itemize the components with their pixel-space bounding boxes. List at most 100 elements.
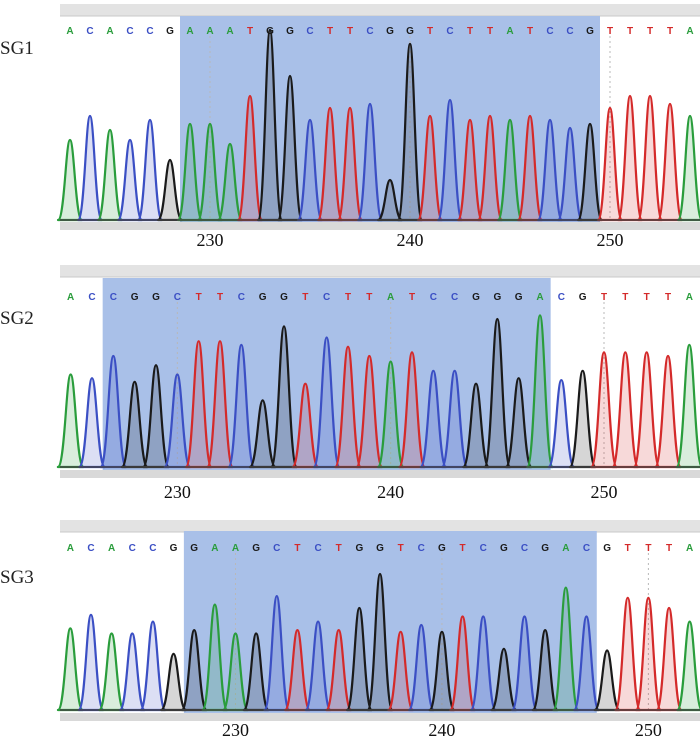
base-call: G — [406, 26, 414, 37]
base-call: C — [546, 26, 553, 37]
base-call: G — [280, 292, 288, 303]
base-call: C — [273, 543, 280, 554]
x-tick-label: 240 — [428, 720, 455, 740]
base-call: G — [472, 292, 480, 303]
peak-T — [236, 94, 264, 222]
base-call: C — [129, 543, 136, 554]
chromatogram-plot-sg1: A C A C C G A A A T G G C T T C G G T C T T A T C C G T T T T A 230 240 25… — [56, 4, 700, 250]
base-call: A — [506, 26, 513, 37]
peak-C — [536, 118, 564, 222]
peak-C — [139, 620, 167, 712]
peak-T — [416, 114, 444, 222]
base-call: A — [232, 543, 239, 554]
peak-C — [76, 114, 104, 222]
peak-G — [270, 325, 298, 469]
peak-T — [398, 351, 426, 469]
peak-A — [221, 632, 249, 712]
base-call: G — [170, 543, 178, 554]
chromatogram-plot-sg3: A C A C C G G A A G C T C T G G T C G T C G C G A C G T T T A 230 240 250 — [56, 520, 700, 740]
base-call: C — [88, 292, 95, 303]
base-call: A — [536, 292, 543, 303]
base-call: G — [376, 543, 384, 554]
peak-A — [675, 343, 700, 469]
base-call: G — [190, 543, 198, 554]
peak-T — [632, 351, 661, 469]
peak-G — [483, 317, 512, 469]
peak-T — [656, 102, 684, 222]
peak-C — [556, 126, 584, 222]
peak-G — [276, 74, 304, 222]
trace-header-bar — [60, 4, 700, 16]
peak-C — [116, 138, 144, 222]
peak-T — [456, 118, 484, 222]
sample-label-sg3: SG3 — [0, 567, 34, 588]
peak-A — [56, 627, 84, 712]
peak-G — [180, 629, 208, 712]
peak-A — [676, 114, 700, 222]
peak-T — [611, 351, 640, 469]
peak-C — [99, 354, 128, 469]
peak-G — [396, 42, 424, 222]
x-tick-label: 230 — [164, 482, 191, 502]
peak-T — [316, 106, 344, 222]
peak-C — [547, 378, 576, 469]
base-call: C — [110, 292, 117, 303]
base-call: C — [87, 543, 94, 554]
base-call: G — [266, 26, 274, 37]
base-call: T — [667, 26, 673, 37]
base-call: T — [627, 26, 633, 37]
base-call: T — [294, 543, 300, 554]
peak-G — [428, 630, 456, 712]
base-call: A — [108, 543, 115, 554]
base-call: G — [152, 292, 160, 303]
peak-C — [263, 595, 291, 712]
peak-A — [552, 586, 580, 712]
base-call: G — [500, 543, 508, 554]
x-tick-label: 230 — [197, 230, 224, 250]
base-call: A — [686, 292, 693, 303]
base-call: T — [625, 543, 631, 554]
peak-C — [419, 369, 448, 469]
peak-T — [590, 351, 618, 469]
peak-G — [120, 380, 149, 469]
axis-scrollbar — [60, 222, 700, 230]
base-call: T — [409, 292, 415, 303]
axis-scrollbar — [60, 713, 700, 721]
base-call: T — [427, 26, 433, 37]
sample-label-sg2: SG2 — [0, 308, 34, 329]
base-call: A — [686, 26, 693, 37]
selected-region — [183, 531, 597, 713]
peak-A — [216, 142, 244, 222]
peak-A — [201, 603, 229, 712]
peak-C — [304, 620, 332, 712]
peak-C — [356, 102, 384, 222]
base-call: T — [302, 292, 308, 303]
base-call: T — [345, 292, 351, 303]
sample-label-sg1: SG1 — [0, 38, 34, 59]
peak-T — [336, 106, 364, 222]
base-call: T — [398, 543, 404, 554]
base-call: G — [131, 292, 139, 303]
base-call: T — [645, 543, 651, 554]
peak-T — [334, 345, 362, 469]
peak-G — [142, 364, 170, 469]
peak-G — [504, 377, 533, 469]
peak-C — [436, 98, 464, 222]
base-call: C — [149, 543, 156, 554]
x-tick-label: 240 — [397, 230, 424, 250]
base-call: T — [467, 26, 473, 37]
base-call: G — [355, 543, 363, 554]
base-call: G — [586, 26, 594, 37]
peak-C — [440, 369, 469, 469]
base-call: A — [66, 26, 73, 37]
peak-C — [118, 632, 146, 712]
peak-C — [78, 377, 106, 469]
peak-G — [593, 649, 621, 712]
base-call: T — [196, 292, 202, 303]
base-call: T — [607, 26, 613, 37]
peak-C — [227, 343, 256, 469]
base-call: C — [146, 26, 153, 37]
base-call: C — [323, 292, 330, 303]
base-call: G — [166, 26, 174, 37]
base-call: C — [126, 26, 133, 37]
